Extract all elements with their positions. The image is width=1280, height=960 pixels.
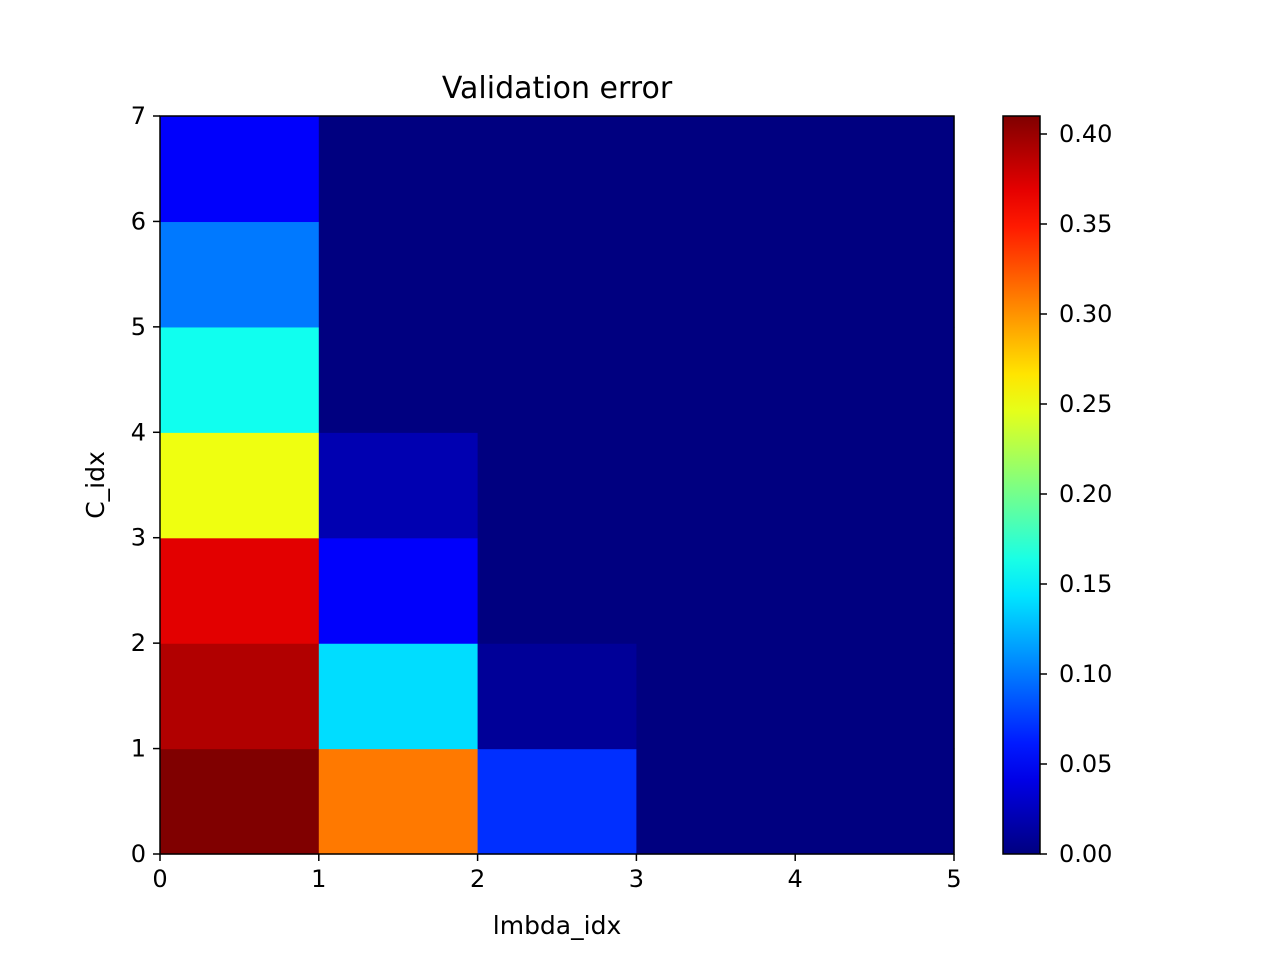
heatmap-cell [160, 432, 320, 539]
heatmap-cell [160, 116, 320, 223]
heatmap-cells [160, 116, 955, 855]
y-tick-label: 2 [131, 629, 146, 657]
y-tick-label: 3 [131, 524, 146, 552]
heatmap-cell [477, 748, 637, 855]
x-tick-label: 3 [629, 865, 644, 893]
x-tick-label: 0 [152, 865, 167, 893]
heatmap-cell [160, 326, 320, 433]
heatmap-cell [318, 537, 479, 644]
colorbar-tick-label: 0.10 [1059, 660, 1112, 688]
colorbar [1002, 115, 1041, 855]
heatmap-cell [318, 116, 479, 223]
heatmap-cell [795, 116, 955, 223]
heatmap-cell [795, 326, 955, 433]
y-tick-label: 0 [131, 840, 146, 868]
heatmap-cell [318, 432, 479, 539]
plot-frame [159, 115, 955, 855]
colorbar-tick-label: 0.20 [1059, 480, 1112, 508]
heatmap-cell [160, 643, 320, 750]
colorbar-tick-label: 0.25 [1059, 390, 1112, 418]
y-tick-label: 7 [131, 102, 146, 130]
heatmap-cell [160, 221, 320, 328]
chart-title: Validation error [442, 71, 673, 106]
heatmap-cell [636, 326, 796, 433]
colorbar-tick-label: 0.40 [1059, 120, 1112, 148]
x-axis-label: lmbda_idx [493, 911, 621, 940]
y-axis-label: C_idx [81, 451, 110, 519]
heatmap-cell [477, 537, 637, 644]
heatmap-cell [636, 748, 796, 855]
heatmap-cell [795, 643, 955, 750]
heatmap-cell [636, 116, 796, 223]
x-tick-label: 5 [946, 865, 961, 893]
heatmap-cell [636, 643, 796, 750]
heatmap-cell [318, 221, 479, 328]
heatmap-cell [795, 537, 955, 644]
y-tick-label: 1 [131, 735, 146, 763]
colorbar-tick-label: 0.30 [1059, 300, 1112, 328]
heatmap-cell [795, 432, 955, 539]
colorbar-tick-label: 0.35 [1059, 210, 1112, 238]
heatmap-cell [318, 326, 479, 433]
x-tick-label: 4 [788, 865, 803, 893]
y-axis-ticks: 0 1 2 3 4 5 6 7 [131, 102, 160, 868]
x-tick-label: 1 [311, 865, 326, 893]
heatmap-cell [636, 221, 796, 328]
x-tick-label: 2 [470, 865, 485, 893]
y-tick-label: 6 [131, 207, 146, 235]
heatmap-cell [795, 748, 955, 855]
y-tick-label: 4 [131, 418, 146, 446]
heatmap-cell [477, 326, 637, 433]
colorbar-tick-label: 0.15 [1059, 570, 1112, 598]
heatmap-cell [477, 432, 637, 539]
heatmap-cell [477, 221, 637, 328]
colorbar-tick-label: 0.00 [1059, 840, 1112, 868]
heatmap-cell [160, 537, 320, 644]
heatmap-cell [318, 748, 479, 855]
heatmap-cell [477, 116, 637, 223]
heatmap-cell [636, 537, 796, 644]
heatmap-cell [160, 748, 320, 855]
colorbar-ticks: 0.00 0.05 0.10 0.15 0.20 0.25 0.30 0.35 0.40 [1040, 120, 1112, 868]
heatmap-cell [477, 643, 637, 750]
colorbar-tick-label: 0.05 [1059, 750, 1112, 778]
heatmap-cell [636, 432, 796, 539]
x-axis-ticks: 0 1 2 3 4 5 [152, 854, 962, 893]
heatmap-cell [318, 643, 479, 750]
heatmap-cell [795, 221, 955, 328]
y-tick-label: 5 [131, 313, 146, 341]
